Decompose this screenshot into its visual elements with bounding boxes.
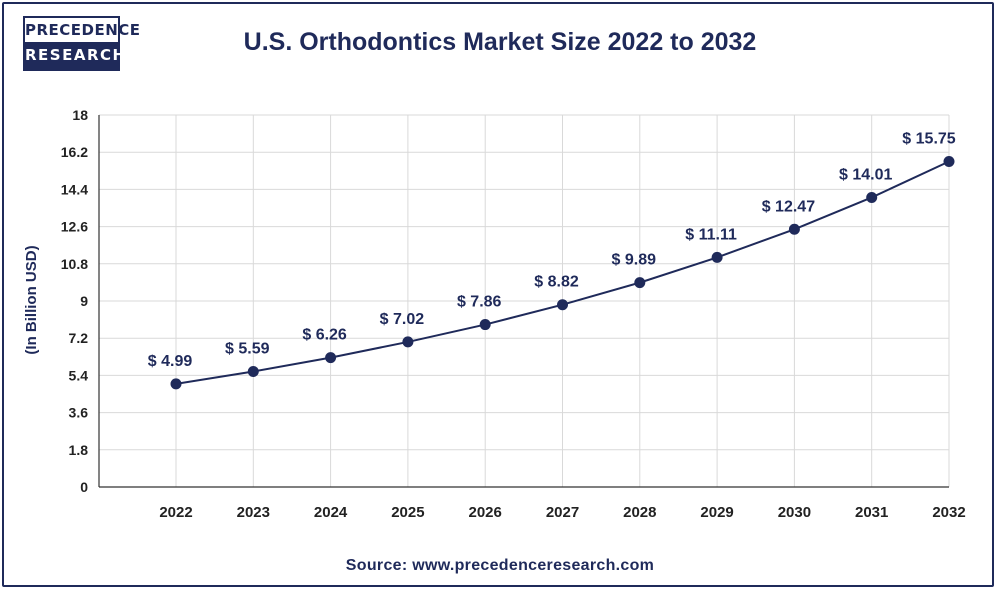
x-tick-label: 2026 bbox=[469, 504, 502, 521]
y-tick-label: 16.2 bbox=[61, 144, 88, 160]
data-point bbox=[170, 378, 182, 390]
y-tick-label: 9 bbox=[80, 293, 88, 309]
data-point bbox=[479, 319, 491, 331]
y-tick-label: 7.2 bbox=[69, 330, 89, 346]
chart-title: U.S. Orthodontics Market Size 2022 to 20… bbox=[243, 28, 757, 56]
logo-line-1: PRECEDENCE bbox=[25, 21, 141, 39]
data-label: $ 7.86 bbox=[457, 294, 502, 311]
y-tick-label: 18 bbox=[72, 107, 88, 123]
y-tick-labels: 0 1.8 3.6 5.4 7.2 9 10.8 12.6 14.4 16.2 18 bbox=[61, 107, 88, 495]
data-label: $ 12.47 bbox=[762, 198, 815, 215]
data-label: $ 7.02 bbox=[380, 311, 425, 328]
x-tick-label: 2031 bbox=[855, 504, 888, 521]
x-tick-label: 2025 bbox=[391, 504, 424, 521]
data-label: $ 8.82 bbox=[534, 274, 579, 291]
x-tick-label: 2027 bbox=[546, 504, 579, 521]
x-tick-label: 2024 bbox=[314, 504, 348, 521]
y-tick-label: 12.6 bbox=[61, 219, 88, 235]
brand-logo: PRECEDENCE RESEARCH bbox=[23, 16, 141, 71]
data-point bbox=[247, 365, 259, 377]
data-label: $ 9.89 bbox=[612, 252, 657, 269]
data-label: $ 4.99 bbox=[148, 353, 193, 370]
y-tick-label: 5.4 bbox=[69, 367, 89, 383]
data-point bbox=[634, 277, 646, 289]
x-tick-label: 2029 bbox=[700, 504, 733, 521]
x-tick-label: 2028 bbox=[623, 504, 656, 521]
y-tick-label: 10.8 bbox=[61, 256, 88, 272]
y-tick-label: 0 bbox=[80, 479, 88, 495]
data-label: $ 14.01 bbox=[839, 166, 892, 183]
source-text: Source: www.precedenceresearch.com bbox=[345, 557, 655, 574]
logo-line-2: RESEARCH bbox=[25, 42, 125, 69]
data-labels: $ 4.99 $ 5.59 $ 6.26 $ 7.02 $ 7.86 $ 8.82 $ 9.… bbox=[148, 131, 956, 370]
y-tick-label: 14.4 bbox=[61, 181, 88, 197]
y-tick-label: 3.6 bbox=[69, 405, 89, 421]
y-axis-label: (In Billion USD) bbox=[23, 245, 40, 354]
axes bbox=[98, 115, 949, 488]
data-point bbox=[402, 336, 414, 348]
data-point bbox=[866, 191, 878, 203]
data-point bbox=[557, 299, 568, 311]
grid-lines bbox=[99, 114, 950, 487]
data-label: $ 5.59 bbox=[225, 340, 270, 357]
data-points bbox=[170, 156, 955, 390]
x-tick-labels: 2022 2023 2024 2025 2026 2027 2028 2029 2030 2031… bbox=[159, 504, 965, 521]
data-label: $ 11.11 bbox=[685, 226, 737, 243]
data-label: $ 15.75 bbox=[902, 131, 955, 148]
x-tick-label: 2022 bbox=[159, 504, 192, 521]
data-point bbox=[711, 251, 723, 263]
x-tick-label: 2030 bbox=[778, 504, 811, 521]
data-point bbox=[325, 352, 337, 364]
x-tick-label: 2032 bbox=[932, 504, 965, 521]
data-point bbox=[788, 223, 800, 235]
x-tick-label: 2023 bbox=[237, 504, 270, 521]
y-tick-label: 1.8 bbox=[69, 442, 89, 458]
data-label: $ 6.26 bbox=[302, 327, 347, 344]
data-point bbox=[943, 156, 955, 167]
